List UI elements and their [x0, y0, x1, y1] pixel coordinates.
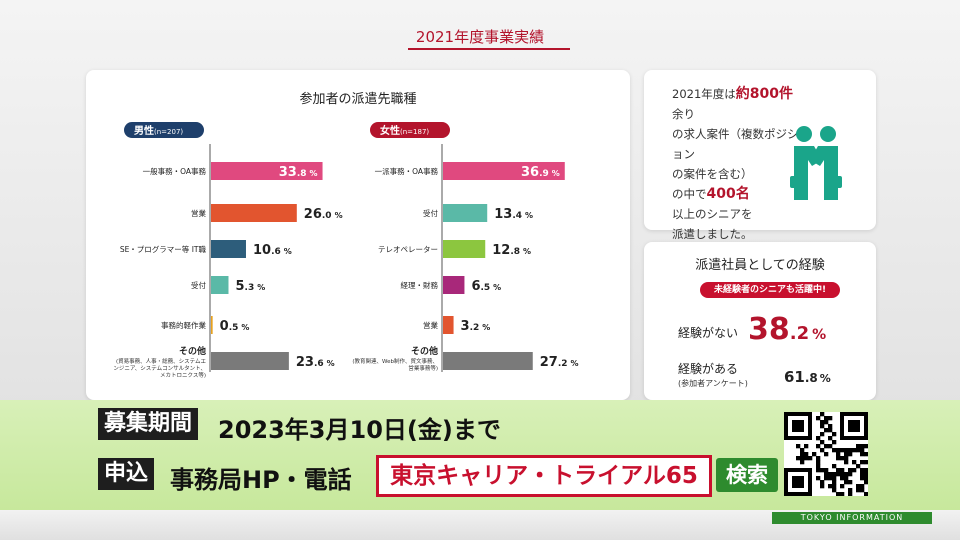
job-count: 約800件: [735, 86, 794, 102]
senior-count: 400名: [706, 186, 750, 202]
qr-code-icon: [784, 412, 868, 496]
page-title: 2021年度事業実績: [415, 28, 545, 46]
period-text: 2023年3月10日(金)まで: [218, 416, 501, 444]
female-value-label: 6.5%: [471, 279, 501, 294]
male-value-label: 5.3%: [235, 279, 265, 294]
handshake-icon: [790, 126, 842, 200]
male-category-note: (貿易事務、人事・総務、システムエ: [116, 357, 206, 365]
site-name: 東京キャリア・トライアル65: [376, 455, 712, 497]
male-badge: [124, 122, 204, 138]
female-bar: [443, 352, 533, 370]
female-bar: [443, 276, 465, 294]
female-category-label: 一派事務・OA事務: [375, 166, 439, 176]
male-bar: [211, 276, 229, 294]
female-value-label: 12.8%: [492, 243, 531, 258]
survey-note: (参加者アンケート): [678, 379, 748, 388]
female-value-label: 3.2%: [461, 319, 491, 334]
period-tag: 募集期間: [98, 408, 199, 440]
male-category-note: メカトロニクス等): [160, 371, 206, 379]
male-bar: [211, 162, 323, 180]
info-text: 2021年度は約800件余り の求人案件（複数ポジション の案件を含む） の中で…: [672, 86, 799, 241]
female-category-label: 営業: [423, 320, 438, 330]
male-value-label: 0.5%: [220, 319, 250, 334]
female-category-note: (教育関連、Web制作、貿文事務、: [352, 357, 438, 365]
bar-charts: 男性(n=207) 一般事務・OA事務 33.8 % 営業 26.0 % SE・プログラマー等…: [113, 122, 579, 379]
qr-code[interactable]: [784, 412, 868, 496]
male-category-label: 営業: [191, 208, 206, 218]
experience-panel: 派遣社員としての経験 未経験者のシニアも活躍中! 経験がない 38.2% 経験が…: [644, 242, 876, 400]
female-category-note: 営業事務等): [408, 364, 438, 372]
female-category-label: その他: [411, 345, 438, 357]
chart-title: 参加者の派遣先職種: [299, 92, 417, 107]
female-category-label: 受付: [423, 208, 438, 218]
male-bar: [211, 240, 246, 258]
male-category-label: 事務的軽作業: [161, 320, 206, 330]
info-panel: 2021年度は約800件余り の求人案件（複数ポジション の案件を含む） の中で…: [644, 70, 876, 241]
search-button[interactable]: 検索: [716, 458, 778, 492]
male-value-label: 10.6%: [253, 243, 292, 258]
female-category-label: テレオペレーター: [378, 245, 438, 254]
male-category-label: 受付: [191, 280, 206, 290]
has-experience-label: 経験がある: [678, 362, 739, 376]
male-category-label: 一般事務・OA事務: [143, 166, 207, 176]
female-badge-label: 女性(n=187): [380, 124, 429, 137]
male-value-label: 26.0%: [304, 207, 343, 222]
experience-badge: 未経験者のシニアも活躍中!: [700, 282, 840, 298]
female-bar: [443, 162, 565, 180]
male-value-label: 33.8%: [279, 165, 318, 180]
female-value-label: 13.4%: [494, 207, 533, 222]
chart-panel: 参加者の派遣先職種 男性(n=207) 一般事務・OA事務 33.8% 営業 26.0%…: [86, 70, 630, 400]
experience-title: 派遣社員としての経験: [695, 258, 825, 273]
male-bar: [211, 316, 213, 334]
female-bar: [443, 204, 488, 222]
male-category-label: SE・プログラマー等 IT職: [120, 244, 207, 254]
female-bar: [443, 316, 454, 334]
footer-tag: TOKYO INFORMATION: [772, 512, 932, 524]
female-badge: [370, 122, 450, 138]
male-category-note: ンジニア、システムコンサルタント、: [113, 364, 206, 372]
male-value-label: 23.6%: [296, 355, 335, 370]
no-experience-label: 経験がない: [678, 326, 739, 340]
female-bar: [443, 240, 486, 258]
apply-tag: 申込: [98, 458, 155, 490]
female-value-label: 36.9%: [521, 165, 560, 180]
male-bar: [211, 352, 289, 370]
female-value-label: 27.2%: [540, 355, 579, 370]
male-category-label: その他: [179, 345, 206, 357]
male-bar: [211, 204, 297, 222]
title-underline: [408, 48, 570, 50]
female-category-label: 経理・財務: [401, 280, 439, 290]
apply-text: 事務局HP・電話: [170, 466, 352, 494]
male-badge-label: 男性(n=207): [134, 124, 183, 137]
no-experience-value: 38.2%: [748, 312, 827, 347]
has-experience-value: 61.8%: [784, 368, 831, 386]
